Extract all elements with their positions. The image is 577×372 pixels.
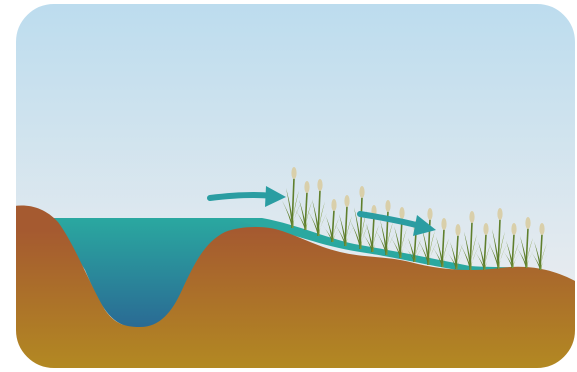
- reed: [530, 223, 549, 271]
- reed-seed-head: [469, 211, 475, 223]
- reed: [282, 167, 301, 229]
- reed-seed-head: [427, 208, 433, 220]
- reed: [474, 223, 493, 271]
- reed: [446, 224, 465, 270]
- reed-seed-head: [539, 223, 545, 235]
- reed-seed-head: [291, 167, 297, 179]
- reed-seed-head: [399, 207, 405, 219]
- reed-seed-head: [304, 181, 310, 193]
- reed: [295, 181, 314, 231]
- pond-water: [40, 218, 262, 328]
- reed-seed-head: [385, 200, 391, 212]
- reed-seed-head: [455, 224, 461, 236]
- frame-border: [12, 0, 577, 372]
- reed-seed-head: [525, 217, 531, 229]
- reed-seed-head: [359, 186, 365, 198]
- reed-seed-head: [441, 218, 447, 230]
- reed-seed-head: [511, 223, 517, 235]
- reed: [488, 208, 507, 270]
- reed: [335, 195, 354, 247]
- reed: [350, 186, 369, 250]
- reed: [502, 223, 521, 269]
- reed: [432, 218, 451, 268]
- reed: [460, 211, 479, 271]
- wetland-water: [230, 218, 545, 274]
- reed-seed-head: [483, 223, 489, 235]
- flow-arrow-1: [207, 186, 286, 207]
- reed: [376, 200, 395, 256]
- reed: [308, 179, 327, 237]
- reed: [418, 208, 437, 266]
- reed-plants: [282, 167, 549, 271]
- reed-seed-head: [317, 179, 323, 191]
- reed-seed-head: [497, 208, 503, 220]
- soil: [14, 205, 577, 370]
- reed-seed-head: [331, 199, 337, 211]
- reed: [516, 217, 535, 269]
- reed: [322, 199, 341, 243]
- flow-arrow-2: [357, 211, 436, 236]
- reed-seed-head: [344, 195, 350, 207]
